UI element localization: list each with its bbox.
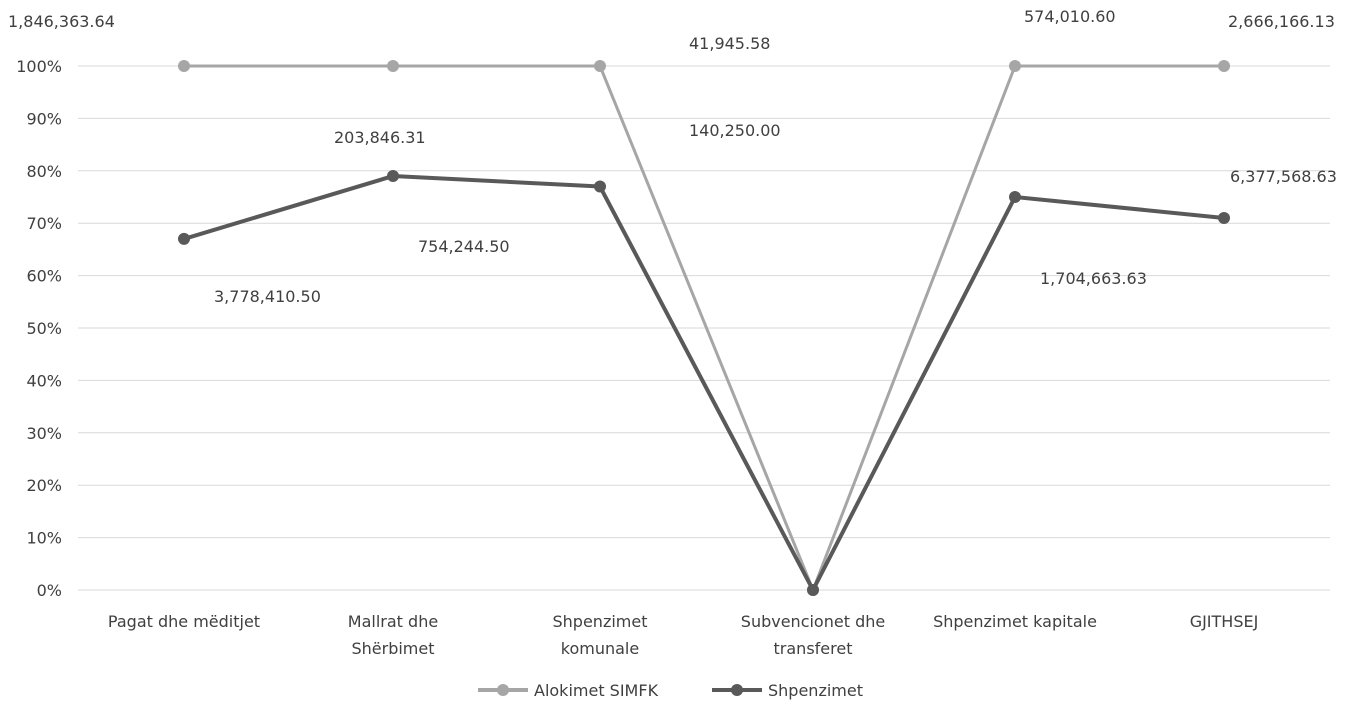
data-label: 3,778,410.50 [214, 287, 321, 306]
data-point [807, 584, 819, 596]
x-category-label: komunale [561, 639, 639, 658]
y-tick-label: 30% [26, 424, 62, 443]
legend-label: Alokimet SIMFK [534, 681, 659, 700]
y-tick-label: 60% [26, 267, 62, 286]
data-label: 574,010.60 [1024, 7, 1116, 26]
y-tick-label: 100% [16, 57, 62, 76]
data-point [1009, 60, 1021, 72]
data-point [1009, 191, 1021, 203]
series-lines [178, 60, 1230, 596]
legend-marker [497, 684, 509, 696]
data-labels: 1,846,363.64 3,778,410.50 203,846.31 754,24… [8, 7, 1337, 306]
gridlines [78, 65, 1330, 591]
data-point [594, 60, 606, 72]
series-line [184, 64, 1224, 592]
y-tick-label: 70% [26, 214, 62, 233]
legend: Alokimet SIMFK Shpenzimet [478, 681, 863, 700]
data-label: 203,846.31 [334, 128, 426, 147]
x-category-label: Pagat dhe mëditjet [108, 612, 260, 631]
legend-label: Shpenzimet [768, 681, 863, 700]
y-tick-label: 50% [26, 319, 62, 338]
data-label: 41,945.58 [689, 34, 770, 53]
x-category-label: Shërbimet [351, 639, 434, 658]
y-tick-label: 90% [26, 109, 62, 128]
y-tick-label: 0% [37, 581, 62, 600]
x-category-label: Mallrat dhe [348, 612, 438, 631]
y-tick-label: 80% [26, 162, 62, 181]
data-label: 140,250.00 [689, 121, 781, 140]
data-point [387, 170, 399, 183]
data-point [178, 60, 190, 72]
y-axis-tick-labels: 0% 10% 20% 30% 40% 50% 60% 70% 80% 90% 100% [16, 57, 62, 600]
data-point [1218, 211, 1230, 224]
x-category-label: transferet [774, 639, 853, 658]
data-label: 1,846,363.64 [8, 12, 115, 31]
x-category-label: Shpenzimet kapitale [933, 612, 1097, 631]
data-point [178, 232, 190, 245]
data-point [594, 180, 606, 193]
data-point [387, 60, 399, 72]
legend-marker [731, 684, 743, 696]
data-point [1218, 60, 1230, 72]
data-label: 754,244.50 [418, 237, 510, 256]
y-tick-label: 10% [26, 529, 62, 548]
y-tick-label: 40% [26, 371, 62, 390]
series-line [183, 174, 1225, 592]
x-category-label: Subvencionet dhe [741, 612, 885, 631]
y-tick-label: 20% [26, 476, 62, 495]
data-label: 2,666,166.13 [1228, 12, 1335, 31]
data-label: 1,704,663.63 [1040, 269, 1147, 288]
x-category-label: GJITHSEJ [1190, 612, 1259, 631]
x-axis-category-labels: Pagat dhe mëditjet Mallrat dhe Shërbimet Sh… [108, 612, 1258, 658]
data-label: 6,377,568.63 [1230, 167, 1337, 186]
x-category-label: Shpenzimet [553, 612, 648, 631]
